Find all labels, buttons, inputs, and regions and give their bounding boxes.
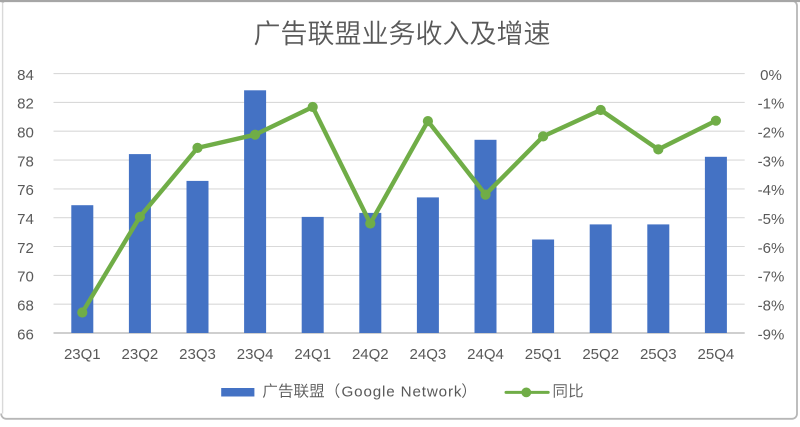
svg-text:23Q2: 23Q2 xyxy=(122,346,159,363)
svg-text:70: 70 xyxy=(17,269,34,286)
svg-text:84: 84 xyxy=(17,67,34,84)
svg-text:72: 72 xyxy=(17,240,34,257)
svg-text:24Q3: 24Q3 xyxy=(410,346,447,363)
svg-text:25Q2: 25Q2 xyxy=(582,346,619,363)
svg-text:0%: 0% xyxy=(760,67,782,84)
svg-text:25Q3: 25Q3 xyxy=(640,346,677,363)
svg-text:-7%: -7% xyxy=(758,269,785,286)
svg-text:-3%: -3% xyxy=(758,153,785,170)
svg-text:-1%: -1% xyxy=(758,96,785,113)
svg-text:23Q4: 23Q4 xyxy=(237,346,274,363)
svg-text:Google Network: Google Network xyxy=(342,383,463,400)
svg-text:24Q2: 24Q2 xyxy=(352,346,389,363)
svg-text:-9%: -9% xyxy=(758,326,785,343)
svg-text:25Q4: 25Q4 xyxy=(698,346,735,363)
svg-text:23Q3: 23Q3 xyxy=(179,346,216,363)
svg-text:80: 80 xyxy=(17,125,34,142)
svg-text:82: 82 xyxy=(17,96,34,113)
svg-text:24Q1: 24Q1 xyxy=(294,346,331,363)
svg-text:-4%: -4% xyxy=(758,182,785,199)
svg-text:68: 68 xyxy=(17,298,34,315)
svg-text:-2%: -2% xyxy=(758,125,785,142)
svg-text:24Q4: 24Q4 xyxy=(467,346,504,363)
svg-text:66: 66 xyxy=(17,326,34,343)
svg-text:78: 78 xyxy=(17,153,34,170)
svg-text:25Q1: 25Q1 xyxy=(525,346,562,363)
svg-text:-5%: -5% xyxy=(758,211,785,228)
svg-text:74: 74 xyxy=(17,211,34,228)
svg-text:76: 76 xyxy=(17,182,34,199)
svg-text:-6%: -6% xyxy=(758,240,785,257)
svg-text:-8%: -8% xyxy=(758,298,785,315)
svg-text:23Q1: 23Q1 xyxy=(64,346,101,363)
